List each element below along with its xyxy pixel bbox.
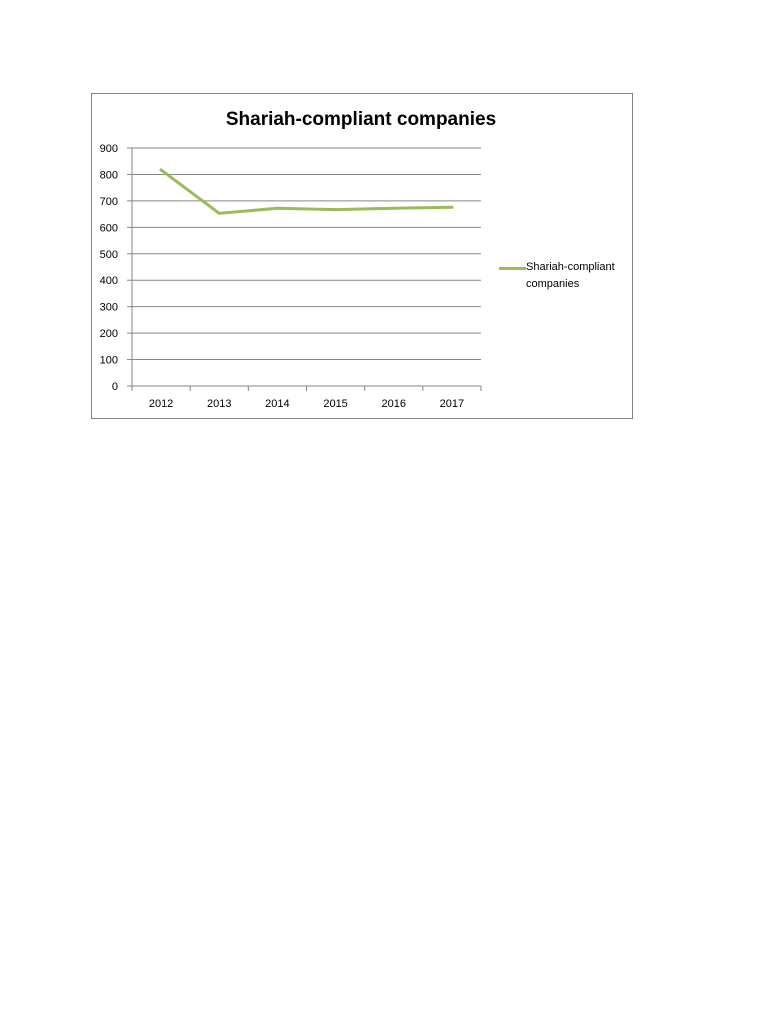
y-tick-label: 600	[100, 222, 118, 234]
data-point	[217, 211, 221, 215]
y-tick-label: 0	[112, 381, 118, 393]
axes: 0 100 200 300 400 500 600 700 800 900 2012 2013 2014…	[100, 143, 482, 410]
gridlines	[132, 147, 481, 361]
data-point	[392, 206, 396, 210]
y-tick-label: 400	[100, 275, 118, 287]
x-tick-label: 2012	[149, 398, 173, 410]
legend-line-swatch	[499, 267, 526, 270]
chart-title: Shariah-compliant companies	[226, 109, 496, 130]
x-tick-label: 2015	[323, 398, 347, 410]
series-layer	[159, 168, 454, 215]
x-tick-label: 2017	[440, 398, 464, 410]
x-tick-label: 2013	[207, 398, 231, 410]
y-tick-label: 500	[100, 249, 118, 261]
y-tick-label: 800	[100, 169, 118, 181]
series-line	[159, 168, 454, 215]
y-tick-label: 700	[100, 196, 118, 208]
x-tick-label: 2014	[265, 398, 289, 410]
y-tick-label: 100	[100, 355, 118, 367]
data-point	[275, 206, 279, 210]
y-tick-label: 900	[100, 143, 118, 155]
y-tick-label: 300	[100, 302, 118, 314]
chart-frame: Shariah-compliant companies 0 100 200 300 40…	[91, 93, 633, 419]
x-tick-label: 2016	[382, 398, 406, 410]
data-point	[450, 205, 454, 209]
line-chart: Shariah-compliant companies 0 100 200 300 40…	[100, 109, 497, 410]
y-tick-label: 200	[100, 328, 118, 340]
data-point	[334, 208, 338, 212]
data-point	[159, 168, 163, 172]
legend-label: Shariah-compliant companies	[526, 261, 615, 290]
